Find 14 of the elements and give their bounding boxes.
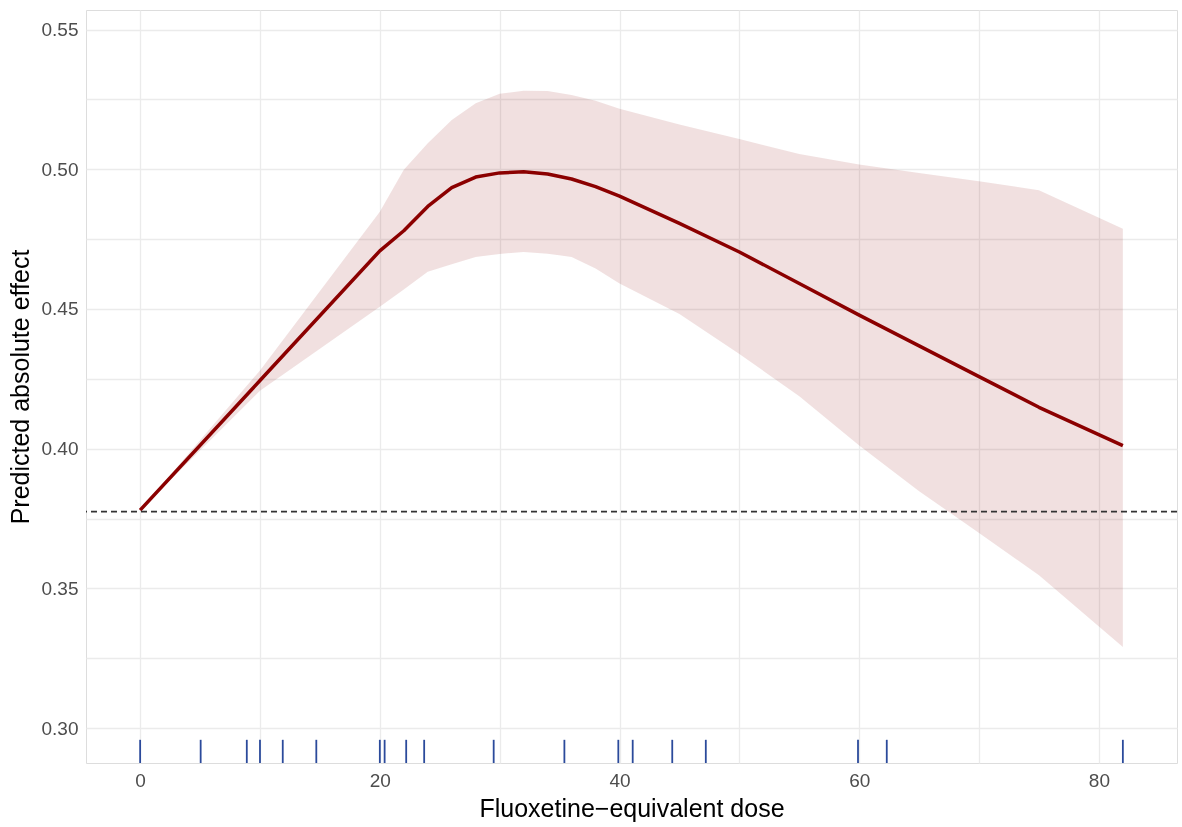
y-tick-label: 0.30 <box>41 717 79 739</box>
line-series <box>138 170 1125 512</box>
y-axis-title: Predicted absolute effect <box>5 249 34 525</box>
x-tick-label: 20 <box>369 769 391 791</box>
x-tick-label: 40 <box>609 769 631 791</box>
x-tick-label: 60 <box>849 769 871 791</box>
x-axis-title: Fluoxetine−equivalent dose <box>479 793 785 822</box>
y-tick-label: 0.55 <box>41 19 79 41</box>
y-tick-label: 0.50 <box>41 158 79 180</box>
y-tick-label: 0.35 <box>41 577 79 599</box>
x-tick-label: 80 <box>1088 769 1110 791</box>
x-tick-label: 0 <box>135 769 146 791</box>
y-tick-label: 0.45 <box>41 298 79 320</box>
y-tick-label: 0.40 <box>41 438 79 460</box>
